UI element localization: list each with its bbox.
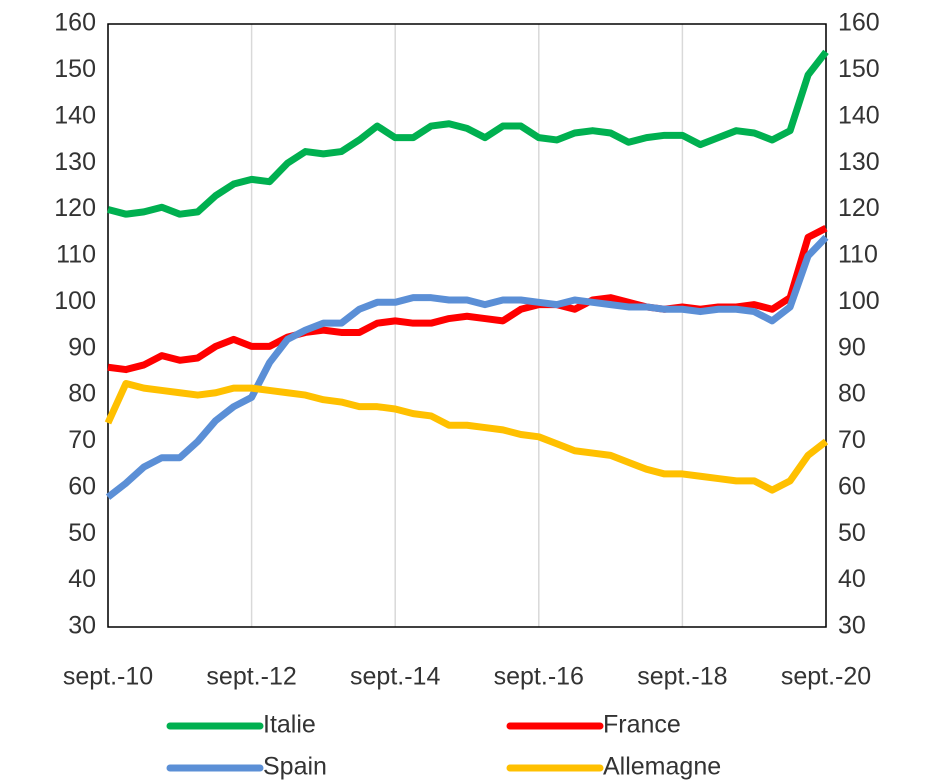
y2-tick-label: 40 — [838, 565, 866, 593]
y2-tick-label: 150 — [838, 55, 880, 83]
x-tick-label: sept.-12 — [206, 663, 296, 691]
y2-tick-label: 80 — [838, 380, 866, 408]
x-tick-label: sept.-10 — [63, 663, 153, 691]
y2-tick-label: 120 — [838, 194, 880, 222]
series-line — [105, 234, 829, 500]
y-tick-label: 140 — [54, 101, 96, 129]
y-tick-label: 130 — [54, 148, 96, 176]
y-tick-label: 40 — [68, 565, 96, 593]
series-line — [104, 379, 829, 494]
y2-tick-label: 30 — [838, 612, 866, 640]
y2-tick-label: 70 — [838, 426, 866, 454]
y2-tick-label: 100 — [838, 287, 880, 315]
y2-tick-label: 130 — [838, 148, 880, 176]
y-tick-label: 100 — [54, 287, 96, 315]
y-tick-label: 120 — [54, 194, 96, 222]
y2-tick-label: 60 — [838, 472, 866, 500]
y-tick-label: 150 — [54, 55, 96, 83]
series-line — [107, 49, 829, 218]
y-tick-label: 90 — [68, 333, 96, 361]
plot-frame — [107, 23, 827, 628]
legend-label: Spain — [263, 753, 327, 781]
y2-tick-label: 50 — [838, 519, 866, 547]
legend-label: Italie — [263, 711, 316, 739]
legend-label: France — [603, 711, 681, 739]
y-tick-label: 30 — [68, 612, 96, 640]
x-tick-label: sept.-18 — [637, 663, 727, 691]
y-tick-label: 110 — [56, 241, 96, 269]
legend-label: Allemagne — [603, 753, 721, 781]
y2-tick-label: 90 — [838, 333, 866, 361]
y-tick-label: 80 — [68, 380, 96, 408]
y-tick-label: 60 — [68, 472, 96, 500]
y2-tick-label: 140 — [838, 101, 880, 129]
y-tick-label: 50 — [68, 519, 96, 547]
y2-tick-label: 160 — [838, 9, 880, 37]
x-tick-label: sept.-16 — [494, 663, 584, 691]
x-tick-label: sept.-20 — [781, 663, 871, 691]
x-tick-label: sept.-14 — [350, 663, 440, 691]
y2-tick-label: 110 — [838, 241, 878, 269]
y-tick-label: 160 — [54, 9, 96, 37]
y-tick-label: 70 — [68, 426, 96, 454]
